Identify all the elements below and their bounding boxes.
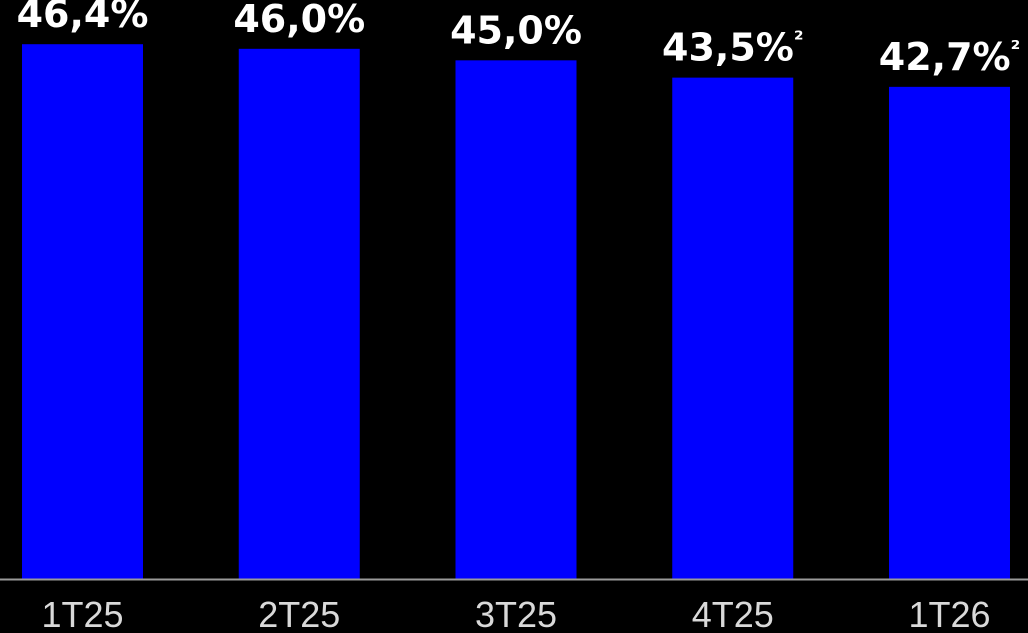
- x-tick-label-3T25: 3T25: [475, 594, 557, 633]
- value-label-1T25: 46,4%: [17, 0, 149, 36]
- x-tick-labels-group: 1T25 2T25 3T25 4T25 1T26: [41, 594, 990, 633]
- bar-1T25: [22, 44, 143, 580]
- value-label-3T25: 45,0%: [450, 8, 582, 52]
- value-label-4T25: 43,5%²: [662, 26, 803, 70]
- x-tick-label-2T25: 2T25: [258, 594, 340, 633]
- bar-3T25: [455, 60, 577, 579]
- value-label-2T25: 46,0%: [233, 0, 365, 41]
- value-label-1T26: 42,7%²: [879, 35, 1020, 79]
- x-tick-label-4T25: 4T25: [692, 594, 774, 633]
- bars-group: [22, 44, 1010, 580]
- bar-2T25: [238, 48, 360, 579]
- x-tick-label-1T25: 1T25: [41, 594, 123, 633]
- value-labels-group: 46,4% 46,0% 45,0% 43,5%² 42,7%²: [17, 0, 1021, 79]
- bar-1T26: [889, 86, 1010, 579]
- x-tick-label-1T26: 1T26: [908, 594, 990, 633]
- bar-4T25: [672, 77, 794, 579]
